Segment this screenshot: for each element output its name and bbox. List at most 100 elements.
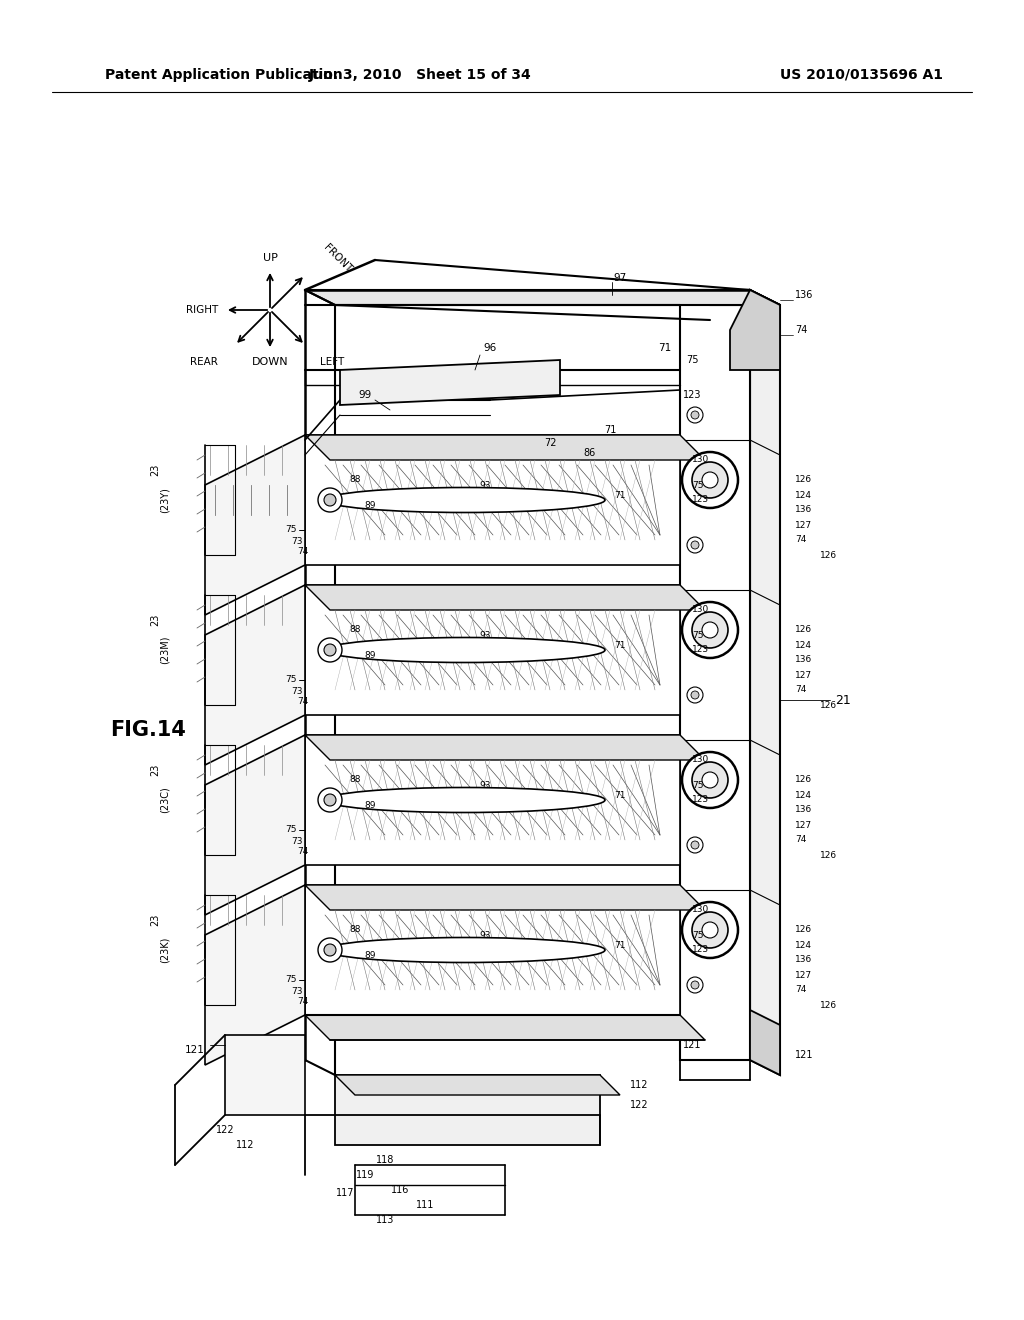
Circle shape: [687, 686, 703, 704]
Text: DOWN: DOWN: [252, 356, 289, 367]
Text: 75: 75: [286, 525, 297, 535]
Text: 119: 119: [355, 1170, 374, 1180]
Text: 127: 127: [795, 671, 812, 680]
Text: 112: 112: [236, 1140, 254, 1150]
Text: 122: 122: [630, 1100, 648, 1110]
Polygon shape: [205, 735, 305, 915]
Polygon shape: [730, 290, 780, 370]
Text: 71: 71: [604, 425, 616, 436]
Circle shape: [691, 690, 699, 700]
Polygon shape: [305, 1015, 705, 1040]
Text: 23: 23: [150, 913, 160, 927]
Polygon shape: [225, 1035, 305, 1115]
Text: 75: 75: [286, 825, 297, 834]
Text: 89: 89: [365, 500, 376, 510]
Text: 130: 130: [692, 755, 710, 764]
Text: 127: 127: [795, 520, 812, 529]
Text: 130: 130: [692, 606, 710, 615]
Text: (23Y): (23Y): [160, 487, 170, 513]
Text: 99: 99: [358, 389, 372, 400]
Polygon shape: [205, 884, 305, 1065]
Text: 124: 124: [795, 640, 812, 649]
Text: 126: 126: [820, 701, 838, 710]
Circle shape: [687, 537, 703, 553]
Polygon shape: [305, 884, 680, 1015]
Polygon shape: [335, 1074, 600, 1144]
Polygon shape: [305, 436, 705, 459]
Circle shape: [691, 411, 699, 418]
Circle shape: [682, 752, 738, 808]
Text: 123: 123: [692, 495, 710, 504]
Polygon shape: [205, 585, 305, 766]
Text: 121: 121: [795, 1049, 813, 1060]
Text: FIG.14: FIG.14: [110, 719, 186, 741]
Text: 74: 74: [795, 986, 806, 994]
Circle shape: [687, 977, 703, 993]
Text: 136: 136: [795, 956, 812, 965]
Text: Jun. 3, 2010   Sheet 15 of 34: Jun. 3, 2010 Sheet 15 of 34: [308, 69, 531, 82]
Text: RIGHT: RIGHT: [186, 305, 218, 315]
Text: 88: 88: [349, 925, 360, 935]
Text: FRONT: FRONT: [322, 242, 354, 275]
Circle shape: [687, 407, 703, 422]
Text: 113: 113: [376, 1214, 394, 1225]
Circle shape: [702, 473, 718, 488]
Ellipse shape: [325, 937, 605, 962]
Text: 88: 88: [349, 626, 360, 635]
Text: 136: 136: [795, 506, 812, 515]
Text: 97: 97: [613, 273, 627, 282]
Text: 117: 117: [336, 1188, 354, 1199]
Text: LEFT: LEFT: [319, 356, 344, 367]
Circle shape: [324, 644, 336, 656]
Text: 112: 112: [630, 1080, 648, 1090]
Text: 74: 74: [298, 548, 309, 557]
Polygon shape: [750, 1010, 780, 1074]
Text: 124: 124: [795, 491, 812, 499]
Text: 71: 71: [614, 791, 626, 800]
Text: 124: 124: [795, 791, 812, 800]
Text: 75: 75: [692, 480, 703, 490]
Text: 73: 73: [292, 837, 303, 846]
Text: (23K): (23K): [160, 937, 170, 964]
Text: 75: 75: [692, 931, 703, 940]
Circle shape: [318, 939, 342, 962]
Circle shape: [687, 837, 703, 853]
Text: 127: 127: [795, 821, 812, 829]
Text: REAR: REAR: [190, 356, 218, 367]
Text: 123: 123: [683, 389, 701, 400]
Text: 74: 74: [795, 685, 806, 694]
Text: 74: 74: [298, 998, 309, 1006]
Text: 75: 75: [692, 631, 703, 639]
Text: 121: 121: [185, 1045, 205, 1055]
Ellipse shape: [325, 788, 605, 813]
Circle shape: [702, 921, 718, 939]
Circle shape: [324, 494, 336, 506]
Ellipse shape: [325, 487, 605, 512]
Text: 121: 121: [683, 1040, 701, 1049]
Text: 23: 23: [150, 764, 160, 776]
Text: 75: 75: [286, 975, 297, 985]
Circle shape: [318, 788, 342, 812]
Text: 88: 88: [349, 475, 360, 484]
Circle shape: [692, 462, 728, 498]
Text: 93: 93: [479, 631, 490, 639]
Text: 136: 136: [795, 805, 812, 814]
Text: 75: 75: [286, 676, 297, 685]
Text: 89: 89: [365, 651, 376, 660]
Ellipse shape: [325, 638, 605, 663]
Circle shape: [702, 622, 718, 638]
Text: 123: 123: [692, 796, 710, 804]
Text: 130: 130: [692, 455, 710, 465]
Text: 75: 75: [692, 780, 703, 789]
Text: 74: 74: [298, 697, 309, 706]
Text: 123: 123: [692, 645, 710, 655]
Circle shape: [692, 912, 728, 948]
Text: 130: 130: [692, 906, 710, 915]
Circle shape: [692, 612, 728, 648]
Text: 126: 126: [820, 850, 838, 859]
Text: 88: 88: [349, 776, 360, 784]
Polygon shape: [750, 290, 780, 1074]
Circle shape: [318, 488, 342, 512]
Text: 136: 136: [795, 656, 812, 664]
Polygon shape: [305, 735, 680, 865]
